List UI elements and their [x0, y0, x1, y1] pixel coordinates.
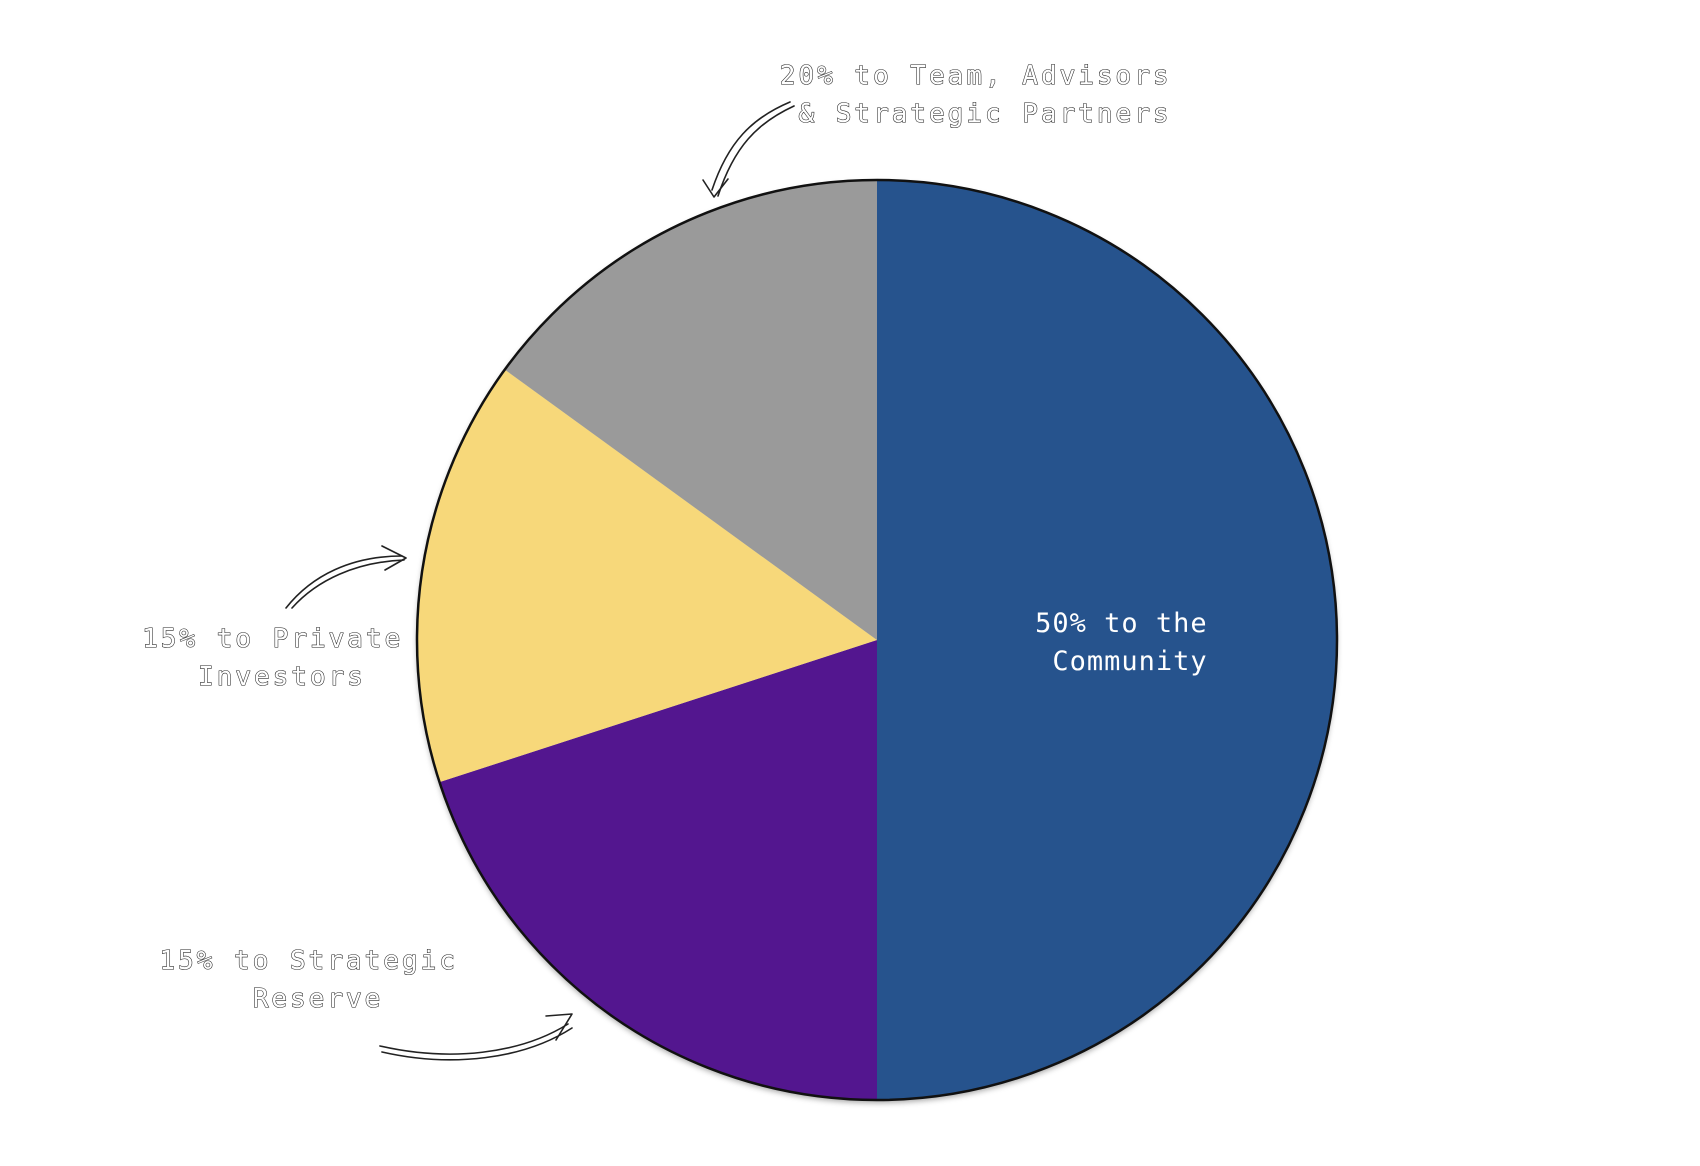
slice-label-community-line2: Community — [1052, 646, 1207, 677]
slice-label-community-line1: 50% to the — [1035, 608, 1208, 639]
slice-label-private-line2: Investors — [198, 662, 366, 692]
slice-label-reserve-line1: 15% to Strategic — [159, 946, 457, 976]
arrow-private-investors — [285, 545, 407, 609]
pie-slice-private-investors — [417, 369, 877, 783]
arrow-strategic-reserve — [379, 1013, 573, 1061]
slice-label-private-line1: 15% to Private — [142, 624, 403, 654]
slice-label-reserve-line2: Reserve — [253, 984, 384, 1014]
pie-slice-strategic-reserve — [439, 640, 877, 1100]
pie-slice-community — [877, 180, 1337, 1100]
slice-label-community: 50% to the Community — [1035, 608, 1225, 677]
pie-slice-team-advisors — [504, 180, 877, 640]
slice-label-team-line1: 20% to Team, Advisors — [780, 61, 1172, 91]
slice-label-strategic-reserve: 15% to Strategic Reserve — [159, 946, 476, 1014]
pie-outline — [415, 178, 1339, 1102]
slice-label-team-advisors: 20% to Team, Advisors & Strategic Partne… — [780, 61, 1190, 129]
slice-label-team-line2: & Strategic Partners — [798, 99, 1171, 129]
arrow-team-advisors — [702, 101, 795, 198]
slice-label-private-investors: 15% to Private Investors — [142, 624, 422, 692]
pie-slices — [417, 180, 1337, 1100]
